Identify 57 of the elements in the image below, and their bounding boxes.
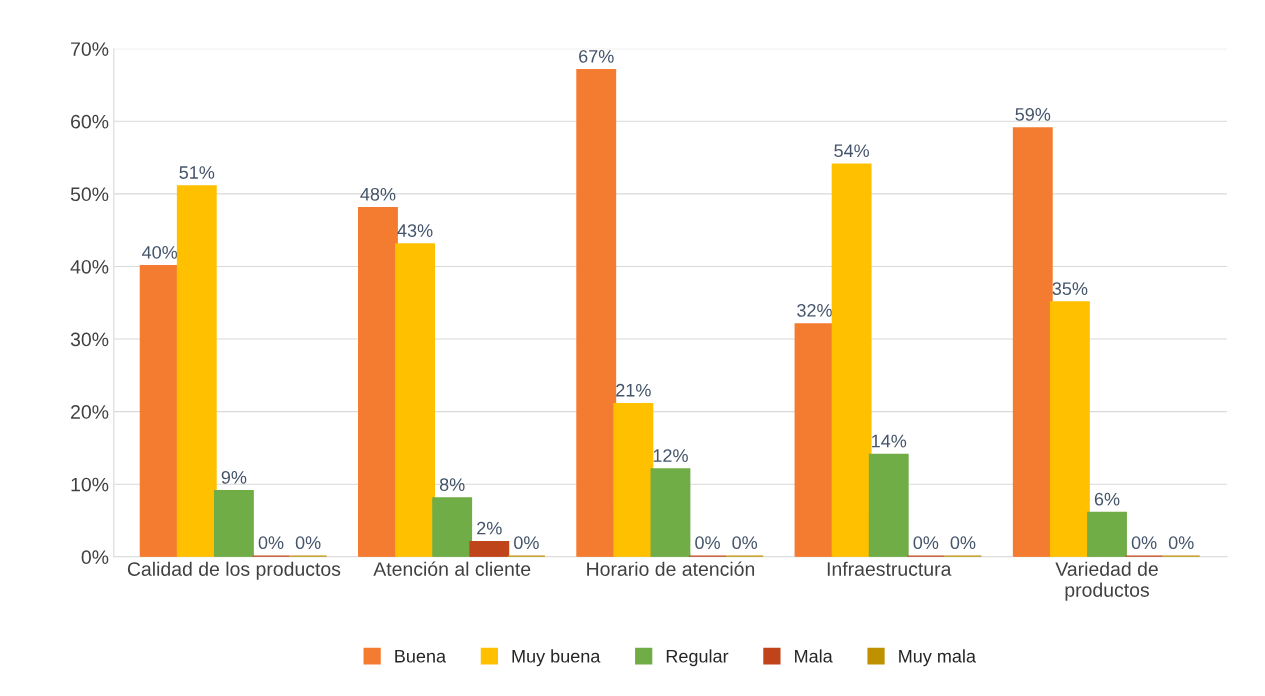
y-tick-label: 0% <box>81 550 109 565</box>
y-tick-label: 40% <box>70 259 109 274</box>
bar <box>139 265 180 557</box>
bar <box>213 490 254 557</box>
data-label: 0% <box>950 536 976 550</box>
data-label: 0% <box>1168 536 1194 550</box>
bar <box>1087 511 1127 557</box>
data-label: 51% <box>179 166 215 179</box>
y-tick-label: 70% <box>71 42 109 56</box>
bar <box>650 468 691 557</box>
legend-label: Muy buena <box>512 649 601 667</box>
data-label: 59% <box>1015 108 1051 121</box>
data-label: 48% <box>360 187 396 201</box>
bar <box>868 453 909 557</box>
data-label: 0% <box>913 536 939 550</box>
data-label: 8% <box>439 478 465 491</box>
data-label: 14% <box>872 434 907 448</box>
y-tick-label: 60% <box>71 114 109 129</box>
data-label: 67% <box>579 49 614 63</box>
legend-label: Muy mala <box>899 649 976 667</box>
x-tick-label: Horario de atención <box>587 561 755 576</box>
bar <box>176 185 217 557</box>
data-label: 0% <box>295 536 321 550</box>
y-tick-label: 50% <box>70 187 109 202</box>
data-label: 0% <box>514 536 539 550</box>
x-tick-label: Infraestructura <box>827 561 952 576</box>
legend-label: Mala <box>795 649 833 663</box>
bar <box>831 163 872 557</box>
legend-label: Regular <box>666 649 729 667</box>
data-label: 0% <box>1131 536 1157 550</box>
y-tick-label: 20% <box>71 405 109 419</box>
bar <box>395 243 436 557</box>
data-label: 12% <box>653 449 688 462</box>
data-label: 2% <box>477 521 502 535</box>
bar <box>1049 301 1090 557</box>
data-label: 0% <box>695 536 720 550</box>
y-tick-label: 10% <box>71 477 109 492</box>
data-label: 0% <box>258 536 284 550</box>
data-label: 0% <box>732 536 758 550</box>
bar <box>358 207 398 557</box>
bar <box>1012 127 1053 557</box>
bar <box>432 497 473 557</box>
data-label: 9% <box>221 470 247 484</box>
data-label: 32% <box>797 304 832 317</box>
data-label: 6% <box>1094 492 1120 506</box>
data-label: 54% <box>834 144 870 158</box>
data-label: 21% <box>616 383 651 397</box>
bar <box>576 69 617 557</box>
x-tick-label: Atención al cliente <box>373 561 531 576</box>
x-tick-label: Variedad de productos <box>1055 561 1158 601</box>
legend-label: Buena <box>395 650 447 663</box>
bar <box>794 323 835 557</box>
data-label: 40% <box>142 245 178 259</box>
y-tick-label: 30% <box>70 332 109 347</box>
x-tick-label: Calidad de los productos <box>127 561 341 580</box>
bar <box>613 402 654 557</box>
bar <box>469 540 510 557</box>
